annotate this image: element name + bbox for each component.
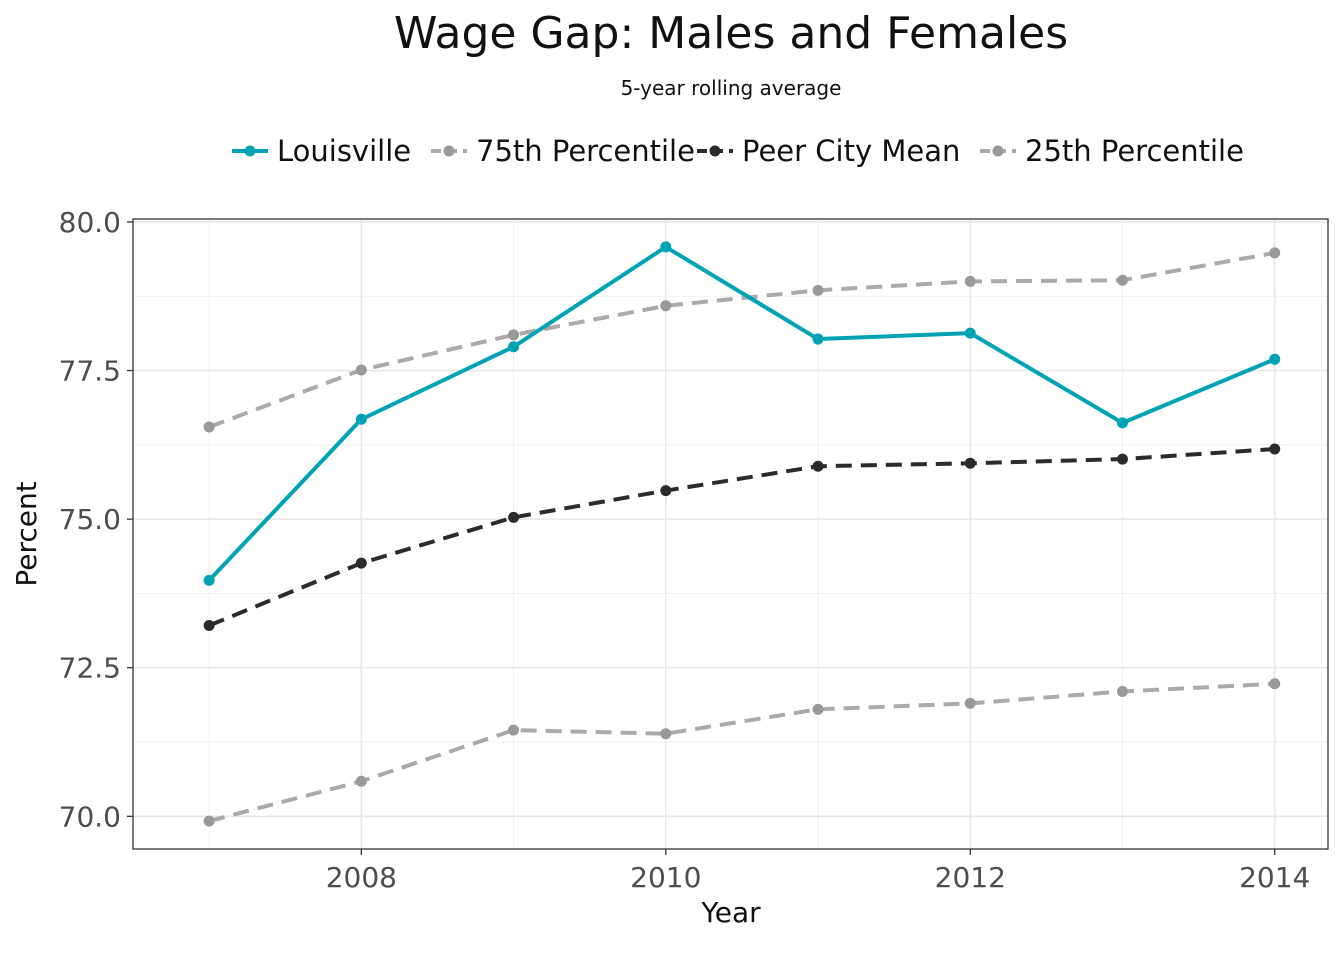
x-axis-label: Year xyxy=(700,896,761,929)
legend-label: 75th Percentile xyxy=(476,134,695,168)
data-point xyxy=(203,620,215,632)
y-axis: 70.0 72.5 75.0 77.5 80.0 xyxy=(59,206,133,833)
legend-key-point xyxy=(992,145,1004,157)
data-point xyxy=(508,329,520,341)
legend-label: Peer City Mean xyxy=(742,134,960,168)
data-point xyxy=(508,511,520,523)
data-point xyxy=(964,275,976,287)
data-point xyxy=(660,241,672,253)
data-point xyxy=(660,300,672,312)
x-tick-label: 2010 xyxy=(630,861,701,894)
data-point xyxy=(660,728,672,740)
data-point xyxy=(812,703,824,715)
y-tick-label: 75.0 xyxy=(59,503,121,536)
minor-gridlines xyxy=(133,219,1328,849)
series-line-peer-city-mean xyxy=(208,447,1275,628)
x-tick-label: 2012 xyxy=(935,861,1006,894)
legend-label: 25th Percentile xyxy=(1025,134,1244,168)
data-point xyxy=(812,460,824,472)
x-axis: 2008 2010 2012 2014 xyxy=(326,849,1310,894)
data-point xyxy=(355,775,367,787)
data-point xyxy=(1269,678,1281,690)
data-point xyxy=(508,341,520,353)
plot-area xyxy=(132,218,1329,850)
data-point xyxy=(812,333,824,345)
y-tick-label: 70.0 xyxy=(59,800,121,833)
data-point xyxy=(812,284,824,296)
data-point xyxy=(1116,417,1128,429)
series-lines xyxy=(207,244,1276,824)
y-axis-label: Percent xyxy=(10,481,43,586)
series-line-louisville xyxy=(207,244,1276,582)
data-point xyxy=(203,574,215,586)
major-gridlines xyxy=(133,219,1328,849)
series-points xyxy=(203,241,1281,827)
data-point xyxy=(355,364,367,376)
y-tick-label: 72.5 xyxy=(59,652,121,685)
legend-label: Louisville xyxy=(277,134,411,168)
data-point xyxy=(1116,453,1128,465)
series-line-25th-percentile xyxy=(208,681,1275,824)
chart-subtitle: 5-year rolling average xyxy=(621,76,842,100)
y-tick-label: 77.5 xyxy=(59,355,121,388)
data-point xyxy=(355,413,367,425)
data-point xyxy=(203,815,215,827)
legend-key-point xyxy=(244,145,256,157)
x-tick-label: 2008 xyxy=(326,861,397,894)
data-point xyxy=(355,557,367,569)
legend: Louisville 75th Percentile Peer City Mean 2… xyxy=(232,134,1244,168)
data-point xyxy=(1269,247,1281,259)
data-point xyxy=(1116,274,1128,286)
data-point xyxy=(660,485,672,497)
series-line-75th-percentile xyxy=(208,250,1276,429)
data-point xyxy=(964,327,976,339)
data-point xyxy=(1269,353,1281,365)
data-point xyxy=(1116,686,1128,697)
legend-key-point xyxy=(709,145,721,157)
y-tick-label: 80.0 xyxy=(59,206,121,239)
legend-key-point xyxy=(443,145,455,157)
data-point xyxy=(1269,443,1281,455)
x-tick-label: 2014 xyxy=(1239,861,1310,894)
chart-title: Wage Gap: Males and Females xyxy=(394,8,1068,59)
panel-border xyxy=(132,218,1329,850)
data-point xyxy=(508,724,520,736)
data-point xyxy=(203,421,215,433)
data-point xyxy=(964,457,976,469)
data-point xyxy=(964,697,976,709)
